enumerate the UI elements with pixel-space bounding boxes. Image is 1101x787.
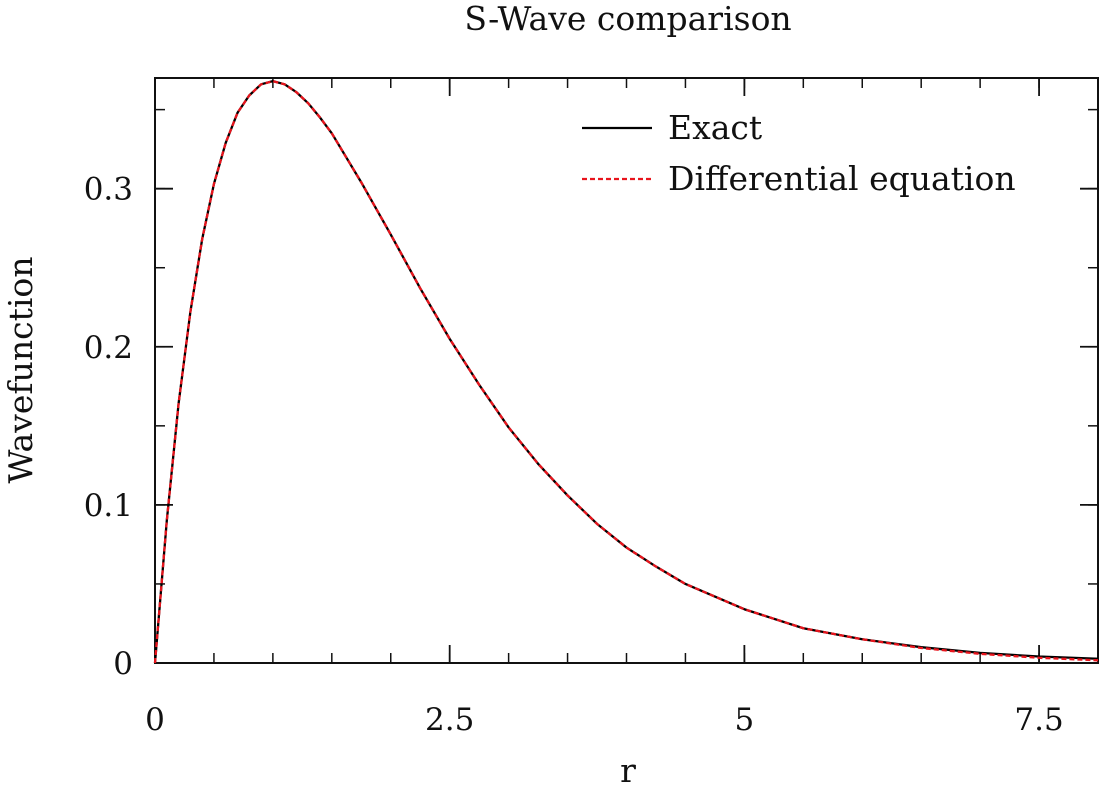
series-lines — [153, 80, 1099, 664]
legend-label-differential-equation: Differential equation — [668, 159, 1016, 198]
differential-equation-line — [153, 80, 1099, 664]
x-axis-label: r — [620, 751, 636, 787]
chart-title: S-Wave comparison — [464, 0, 791, 38]
y-tick-label: 0 — [113, 646, 133, 682]
legend-label-exact: Exact — [668, 108, 762, 147]
x-tick-label: 7.5 — [1014, 702, 1063, 738]
legend: Exact Differential equation — [582, 108, 1016, 198]
x-tick-label: 2.5 — [425, 702, 474, 738]
axis-ticks: 0 2.5 5 7.5 0 0.1 0.2 0.3 — [84, 78, 1099, 738]
x-tick-label: 0 — [145, 702, 165, 738]
y-tick-label: 0.3 — [84, 172, 133, 208]
x-tick-label: 5 — [735, 702, 755, 738]
y-axis-label: Wavefunction — [1, 256, 40, 483]
y-tick-label: 0.1 — [84, 488, 133, 524]
y-tick-label: 0.2 — [84, 330, 133, 366]
